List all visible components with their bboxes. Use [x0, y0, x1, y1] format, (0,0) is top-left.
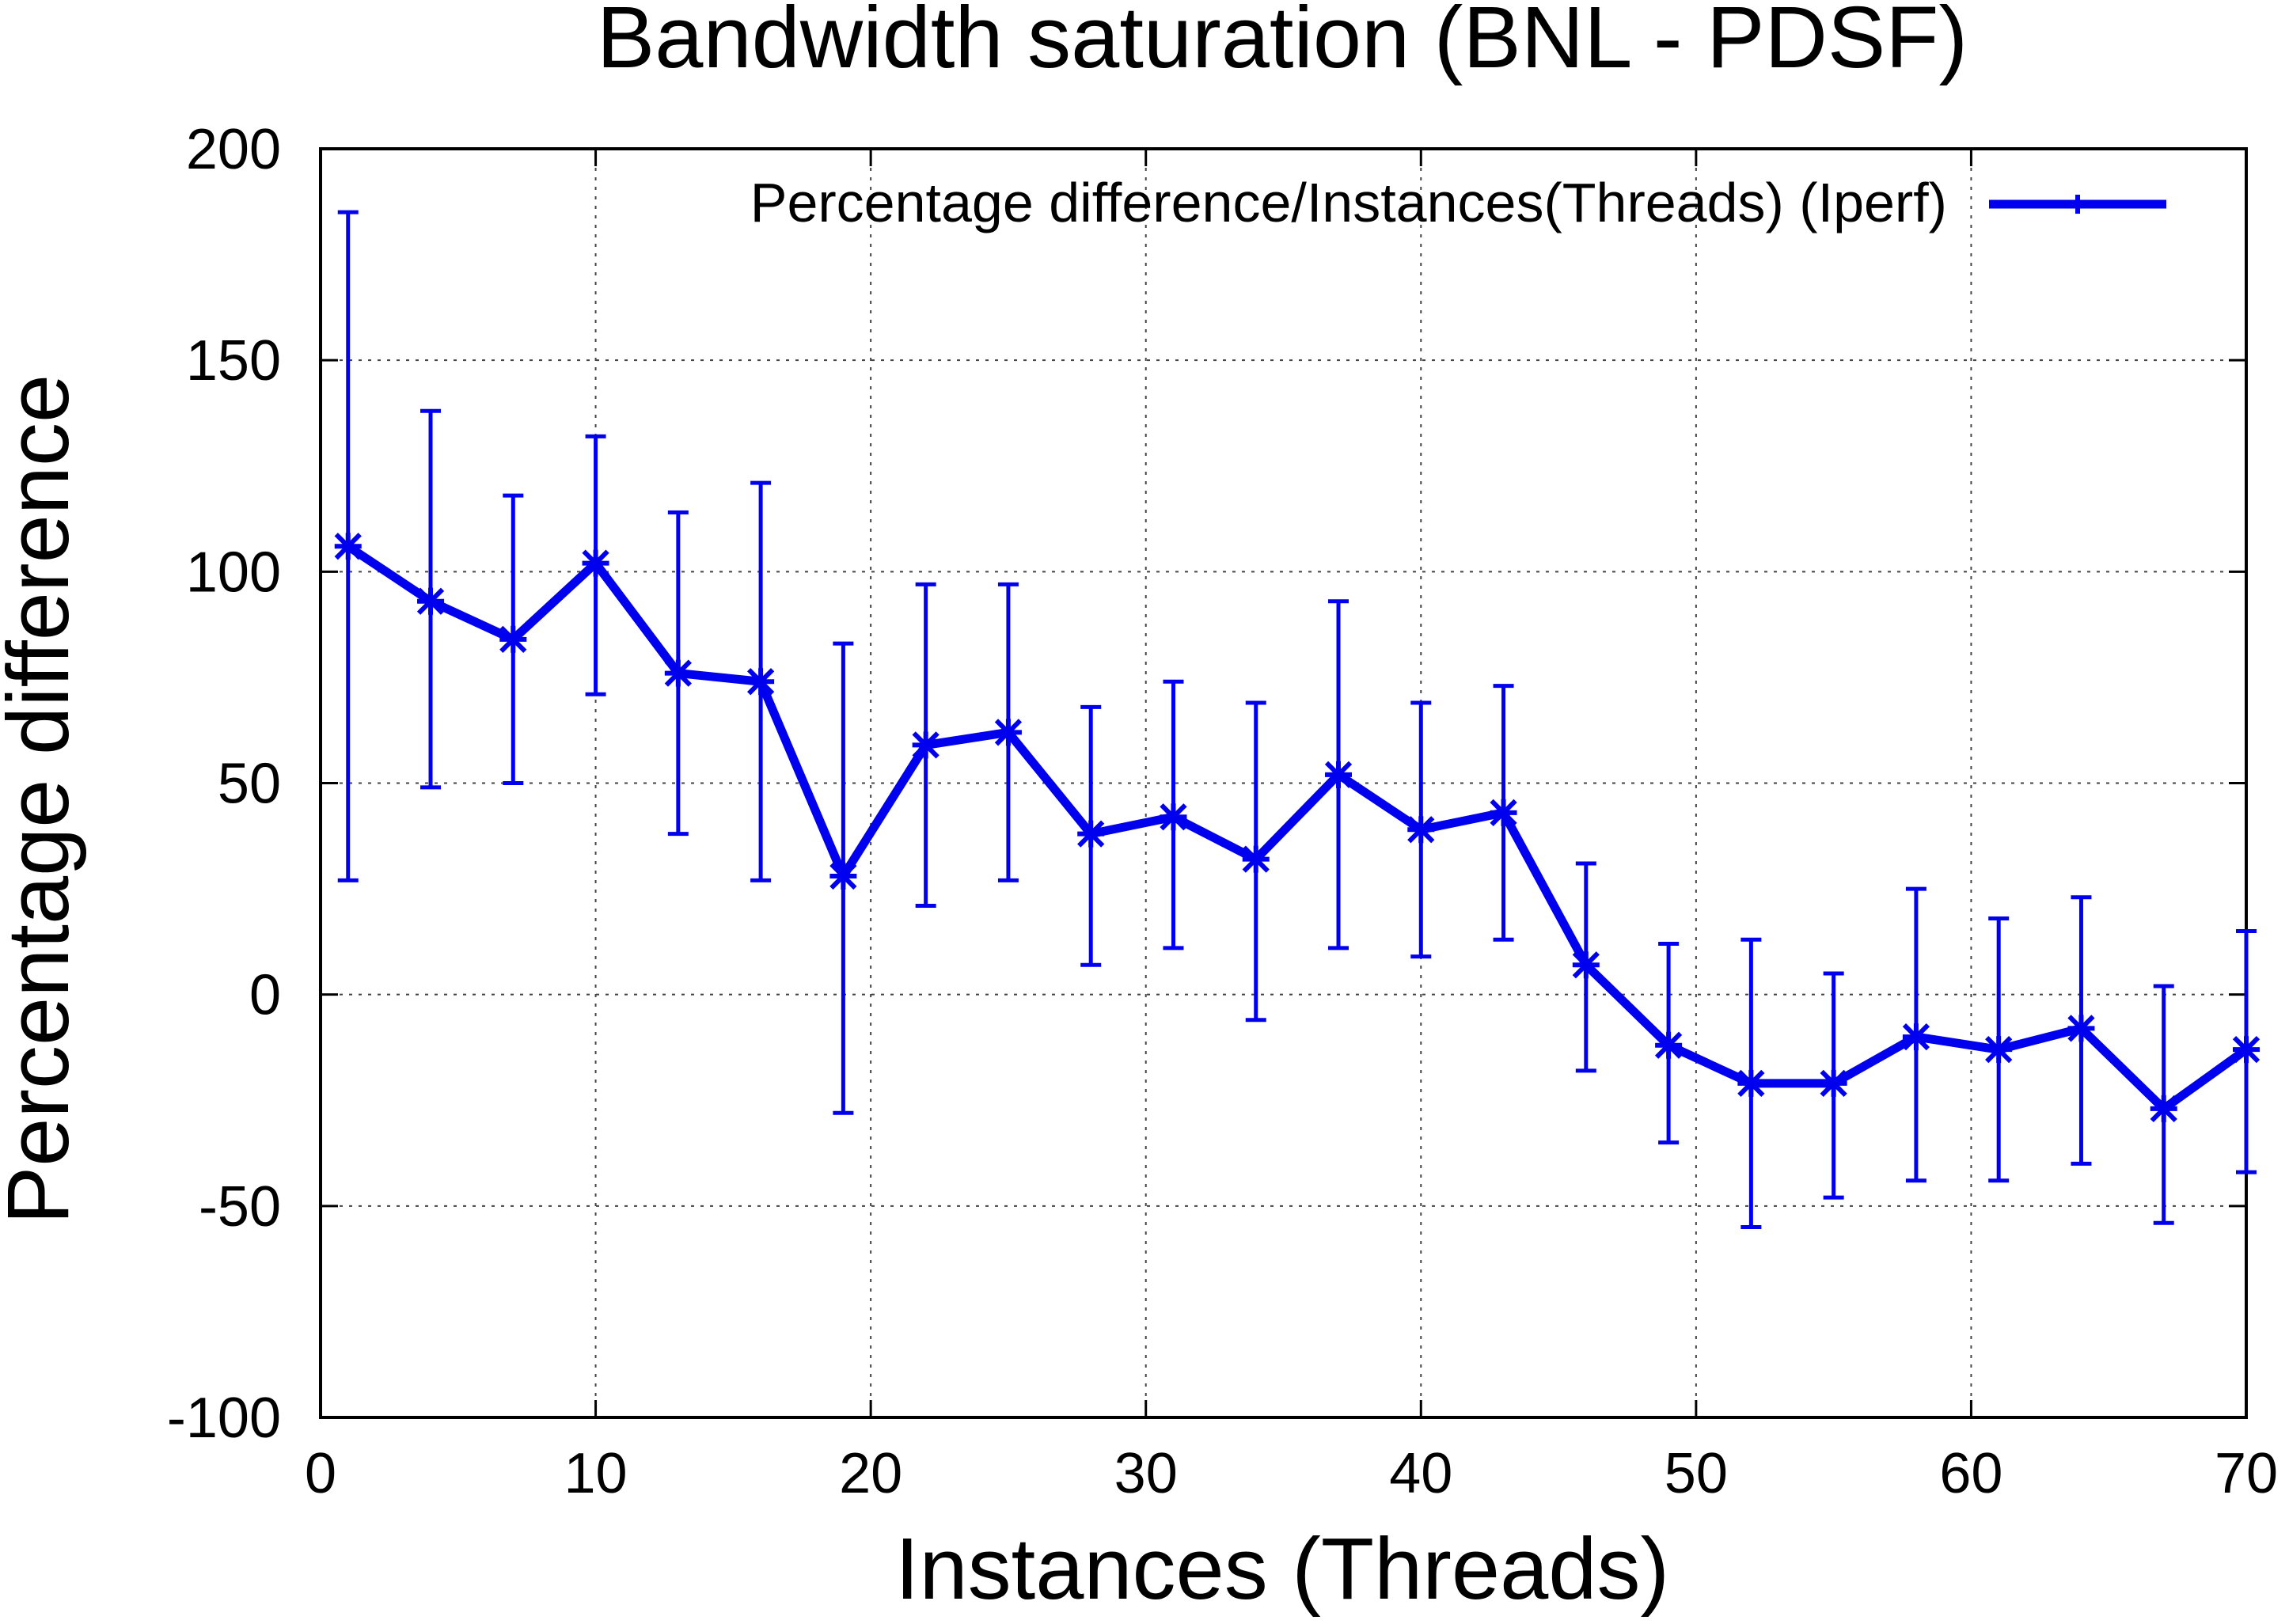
data-point: [1490, 799, 1517, 827]
x-tick-label: 10: [564, 1442, 628, 1505]
data-point: [664, 659, 692, 687]
data-point: [912, 731, 940, 759]
data-point: [1902, 1023, 1930, 1051]
y-axis-label: Percentage difference: [0, 374, 87, 1224]
x-tick-label: 30: [1114, 1442, 1178, 1505]
data-point: [2150, 1095, 2177, 1123]
data-point: [994, 719, 1023, 746]
data-point: [1654, 1031, 1683, 1059]
x-tick-label: 40: [1389, 1442, 1452, 1505]
y-tick-label: 50: [218, 753, 281, 816]
data-point: [1242, 845, 1270, 873]
y-tick-label: -100: [167, 1387, 281, 1450]
data-point: [334, 533, 362, 560]
y-tick-label: 200: [186, 118, 281, 181]
data-point: [1820, 1069, 1847, 1097]
series-layer: [334, 210, 2261, 1230]
grid-layer: [321, 149, 2246, 1417]
x-tick-label: 0: [305, 1442, 336, 1505]
data-point: [1077, 820, 1105, 848]
data-point: [582, 549, 609, 577]
x-tick-label: 60: [1939, 1442, 2002, 1505]
data-point: [1737, 1069, 1765, 1097]
data-point: [746, 668, 775, 696]
data-point: [1985, 1036, 2013, 1064]
data-point: [416, 587, 445, 615]
x-tick-label: 20: [839, 1442, 902, 1505]
y-tick-label: 0: [249, 964, 281, 1027]
data-point: [499, 625, 527, 653]
x-axis-label: Instances (Threads): [895, 1520, 1669, 1618]
x-tick-label: 50: [1665, 1442, 1728, 1505]
legend-label: Percentage difference/Instances(Threads)…: [750, 172, 1947, 233]
data-point: [829, 862, 857, 890]
y-tick-label: 100: [186, 541, 281, 604]
axes-layer: 0 10 20 30 40 50 60 70 -100 -50 0 50 100 150 200: [167, 118, 2278, 1505]
y-tick-label: 150: [186, 329, 281, 393]
plot-frame: [319, 147, 2248, 1419]
series-line: [345, 542, 2249, 1114]
data-point: [1160, 803, 1187, 831]
x-tick-label: 70: [2215, 1442, 2278, 1505]
chart-title: Bandwidth saturation (BNL - PDSF): [597, 0, 1968, 86]
data-point: [1572, 951, 1600, 979]
data-point: [1407, 816, 1435, 844]
y-tick-label: -50: [199, 1175, 281, 1239]
data-point: [1324, 761, 1353, 788]
data-point: [2067, 1015, 2095, 1042]
legend: Percentage difference/Instances(Threads)…: [750, 172, 2166, 233]
data-point: [2232, 1036, 2261, 1064]
